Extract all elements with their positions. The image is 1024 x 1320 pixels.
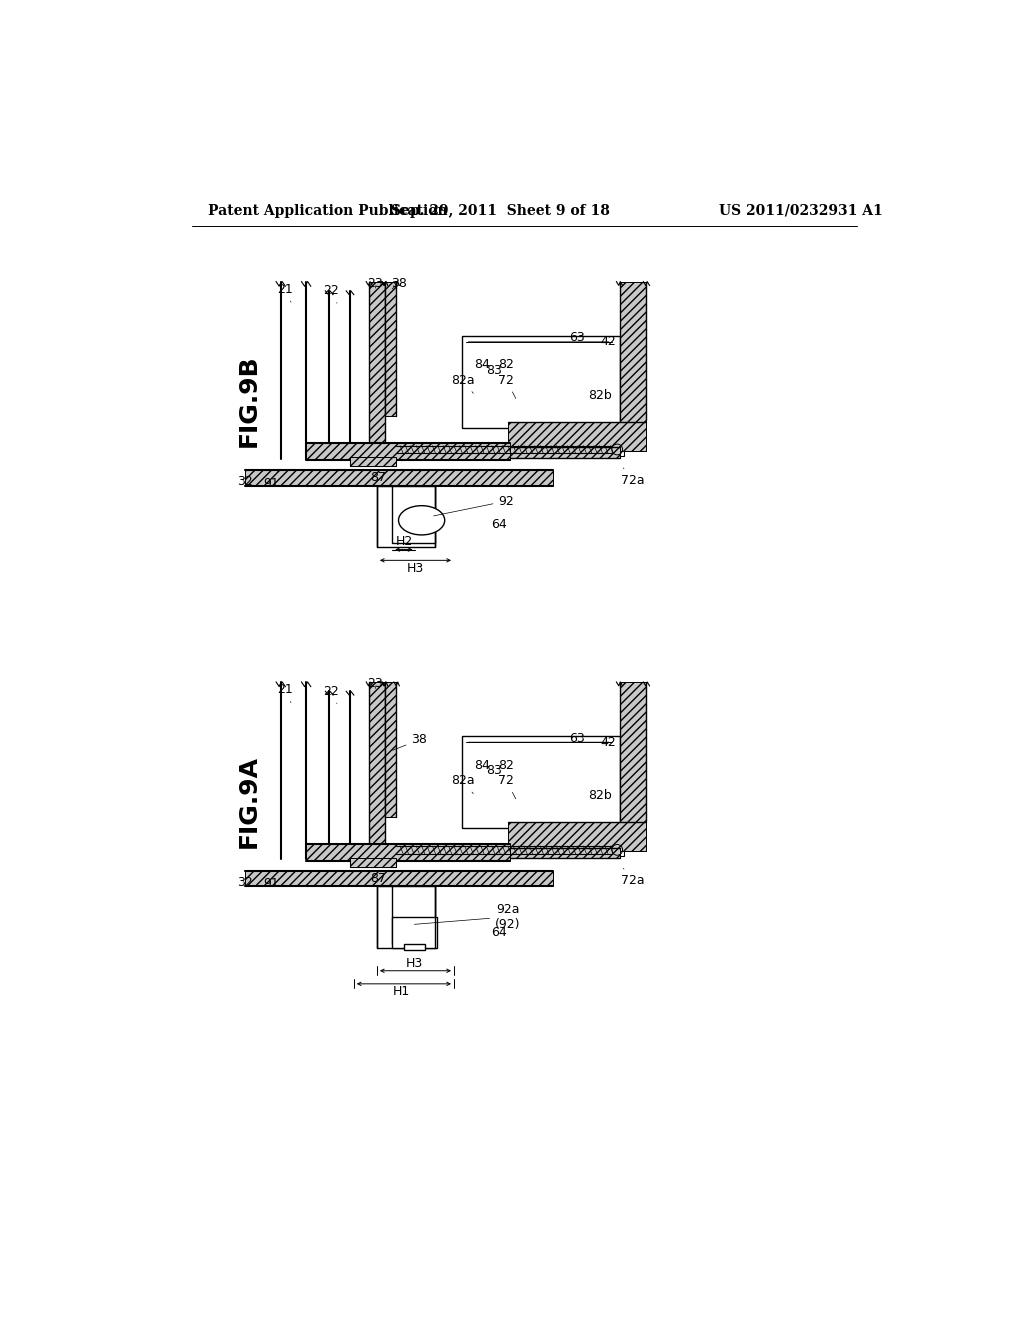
Text: H3: H3 <box>406 957 423 970</box>
Bar <box>510 447 620 458</box>
Text: 91: 91 <box>263 871 279 890</box>
Bar <box>620 682 646 851</box>
Bar <box>350 858 396 867</box>
Text: 22: 22 <box>323 685 339 704</box>
Text: H3: H3 <box>407 561 424 574</box>
Text: 38: 38 <box>390 277 407 289</box>
Text: 32: 32 <box>237 470 256 488</box>
Bar <box>350 457 396 466</box>
Text: Patent Application Publication: Patent Application Publication <box>208 203 447 218</box>
Bar <box>377 886 435 948</box>
Text: H1: H1 <box>393 985 411 998</box>
Bar <box>306 843 510 861</box>
Text: 84: 84 <box>474 358 489 371</box>
Text: 82a: 82a <box>452 774 475 793</box>
Text: FIG.9B: FIG.9B <box>237 355 261 447</box>
Bar <box>508 422 646 451</box>
Text: 82b: 82b <box>589 789 612 803</box>
Text: 82: 82 <box>499 759 514 772</box>
Bar <box>508 822 646 851</box>
Text: 92: 92 <box>433 495 514 516</box>
Text: 72: 72 <box>499 374 516 399</box>
Text: 23: 23 <box>368 677 383 690</box>
Bar <box>385 444 397 455</box>
Text: 21: 21 <box>276 282 293 302</box>
Bar <box>370 281 385 459</box>
Text: 83: 83 <box>486 764 502 777</box>
Text: 42: 42 <box>600 335 615 348</box>
Bar <box>385 682 396 817</box>
Bar <box>385 281 396 416</box>
Text: 42: 42 <box>600 735 615 748</box>
Bar <box>610 843 625 857</box>
Text: FIG.9A: FIG.9A <box>237 755 261 847</box>
Bar <box>350 457 396 466</box>
Bar <box>245 470 553 486</box>
Text: 72a: 72a <box>621 469 644 487</box>
Bar <box>245 871 553 886</box>
Text: 87: 87 <box>371 871 392 886</box>
Text: 83: 83 <box>486 363 502 376</box>
Bar <box>403 944 425 950</box>
Bar <box>462 335 620 428</box>
Bar <box>306 444 510 461</box>
Text: 82b: 82b <box>589 389 612 403</box>
Text: 63: 63 <box>569 331 585 345</box>
Text: 72a: 72a <box>621 869 644 887</box>
Bar <box>392 486 435 544</box>
Bar <box>462 737 620 829</box>
Bar <box>510 847 620 858</box>
Text: 38: 38 <box>392 733 427 750</box>
Text: 82a: 82a <box>452 374 475 393</box>
Text: 64: 64 <box>490 517 507 531</box>
Bar <box>610 444 625 455</box>
Text: 63: 63 <box>569 731 585 744</box>
Bar <box>350 858 396 867</box>
Text: 64: 64 <box>490 925 507 939</box>
Text: 22: 22 <box>323 284 339 304</box>
Text: US 2011/0232931 A1: US 2011/0232931 A1 <box>719 203 883 218</box>
Text: H2: H2 <box>395 536 413 548</box>
Text: 87: 87 <box>371 471 392 486</box>
Text: Sep. 29, 2011  Sheet 9 of 18: Sep. 29, 2011 Sheet 9 of 18 <box>391 203 609 218</box>
Text: 72: 72 <box>499 774 516 799</box>
Text: 32: 32 <box>237 871 256 888</box>
Bar <box>370 682 385 859</box>
Bar <box>392 917 437 948</box>
Text: 23: 23 <box>368 277 383 289</box>
Bar <box>385 843 397 857</box>
Bar <box>620 281 646 451</box>
Ellipse shape <box>398 506 444 535</box>
Text: 84: 84 <box>474 759 489 772</box>
Text: 82: 82 <box>499 358 514 371</box>
Text: 91: 91 <box>263 470 279 490</box>
Text: 92a
(92): 92a (92) <box>415 903 520 931</box>
Text: 21: 21 <box>276 684 293 702</box>
Bar <box>392 886 435 944</box>
Bar <box>377 486 435 548</box>
